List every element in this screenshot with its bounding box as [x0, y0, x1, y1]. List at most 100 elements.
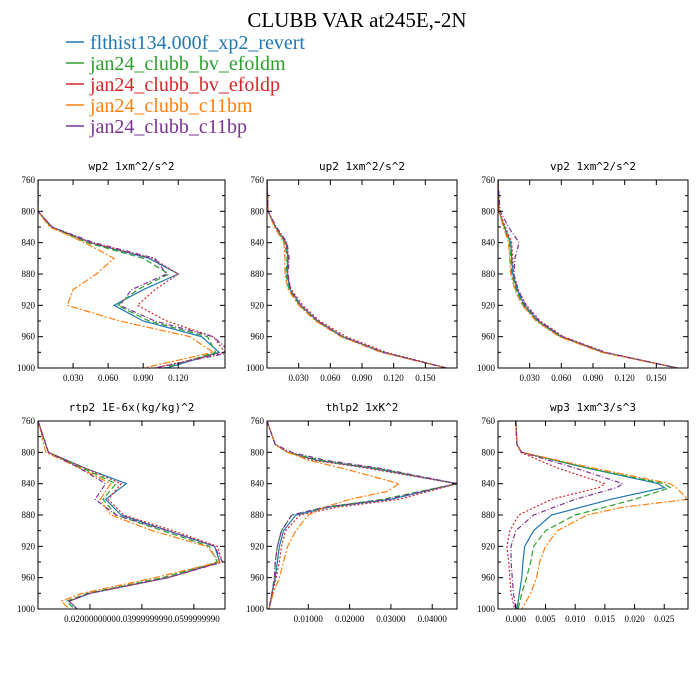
- series-group: [498, 180, 678, 368]
- x-tick-label: 0.04000: [418, 614, 448, 624]
- panel: wp3 1xm^3/s^3 760 800 840 880 920 960 1000 0.000…: [477, 401, 689, 624]
- x-tick-label: 0.03000: [376, 614, 406, 624]
- y-tick-label: 840: [22, 238, 36, 248]
- x-tick-label: 0.0399999999: [116, 614, 168, 624]
- legend-label: flthist134.000f_xp2_revert: [90, 32, 305, 54]
- x-tick-label: 0.005: [535, 614, 556, 624]
- panel-title: vp2 1xm^2/s^2: [550, 160, 636, 173]
- y-tick-label: 960: [482, 332, 496, 342]
- plot-frame: [37, 420, 226, 610]
- series-line: [515, 421, 688, 609]
- series-line: [38, 180, 225, 368]
- series-line: [510, 421, 625, 609]
- x-tick-label: 0.120: [168, 373, 189, 383]
- x-tick-label: 0.060: [98, 373, 119, 383]
- legend-item: jan24_clubb_c11bm: [66, 95, 253, 117]
- series-group: [267, 421, 457, 609]
- series-line: [267, 180, 447, 368]
- x-tick-label: 0.01000: [294, 614, 324, 624]
- series-line: [498, 180, 678, 368]
- y-tick-label: 880: [22, 510, 36, 520]
- x-tick-label: 0.030: [520, 373, 541, 383]
- series-line: [38, 421, 219, 609]
- legend-label: jan24_clubb_c11bm: [89, 95, 253, 117]
- series-line: [267, 421, 401, 609]
- y-tick-label: 920: [482, 541, 496, 551]
- plot-frame: [497, 179, 689, 369]
- panel-title: wp2 1xm^2/s^2: [88, 160, 174, 173]
- y-tick-label: 800: [22, 206, 36, 216]
- series-line: [267, 180, 447, 368]
- x-tick-label: 0.150: [646, 373, 667, 383]
- y-tick-label: 920: [22, 541, 36, 551]
- series-line: [38, 180, 225, 368]
- plot-frame: [497, 420, 689, 610]
- x-tick-label: 0.120: [615, 373, 636, 383]
- legend-label: jan24_clubb_bv_efoldm: [89, 53, 286, 75]
- y-tick-label: 920: [251, 300, 265, 310]
- series-line: [506, 421, 607, 609]
- x-tick-label: 0.150: [415, 373, 436, 383]
- y-tick-label: 1000: [17, 363, 36, 373]
- x-tick-label: 0.120: [384, 373, 405, 383]
- x-tick-label: 0.000: [506, 614, 527, 624]
- panel-title: wp3 1xm^3/s^3: [550, 401, 636, 414]
- y-tick-label: 880: [251, 510, 265, 520]
- series-line: [267, 421, 457, 609]
- x-tick-label: 0.0200000000: [64, 614, 116, 624]
- series-line: [267, 421, 457, 609]
- y-tick-label: 960: [22, 332, 36, 342]
- y-tick-label: 1000: [477, 604, 496, 614]
- series-line: [515, 421, 672, 609]
- series-line: [267, 180, 447, 368]
- x-tick-label: 0.020: [624, 614, 645, 624]
- y-tick-label: 840: [251, 479, 265, 489]
- series-line: [498, 180, 678, 368]
- series-line: [38, 180, 221, 368]
- series-line: [515, 421, 666, 609]
- x-tick-label: 0.060: [320, 373, 341, 383]
- legend: flthist134.000f_xp2_revert jan24_clubb_b…: [66, 32, 305, 138]
- x-tick-label: 0.090: [352, 373, 373, 383]
- x-tick-label: 0.02000: [335, 614, 365, 624]
- y-tick-label: 760: [251, 416, 265, 426]
- x-tick-label: 0.030: [289, 373, 310, 383]
- x-tick-label: 0.010: [565, 614, 586, 624]
- y-tick-label: 920: [482, 300, 496, 310]
- x-tick-label: 0.090: [133, 373, 154, 383]
- x-tick-label: 0.090: [583, 373, 604, 383]
- y-tick-label: 800: [251, 447, 265, 457]
- x-tick-label: 0.030: [63, 373, 84, 383]
- legend-label: jan24_clubb_c11bp: [89, 116, 247, 138]
- y-tick-label: 1000: [477, 363, 496, 373]
- x-tick-label: 0.060: [551, 373, 572, 383]
- y-tick-label: 840: [22, 479, 36, 489]
- y-tick-label: 880: [482, 269, 496, 279]
- y-tick-label: 760: [482, 416, 496, 426]
- x-tick-label: 0.0599999990: [168, 614, 220, 624]
- series-line: [498, 180, 678, 368]
- panel-title: thlp2 1xK^2: [326, 401, 399, 414]
- y-tick-label: 920: [251, 541, 265, 551]
- plot-frame: [37, 179, 226, 369]
- series-line: [38, 421, 224, 609]
- y-tick-label: 880: [251, 269, 265, 279]
- x-tick-label: 0.025: [654, 614, 675, 624]
- series-group: [267, 180, 447, 368]
- panel: up2 1xm^2/s^2 760 800 840 880 920 960 1000 0.030…: [246, 160, 458, 383]
- plot-frame: [266, 179, 458, 369]
- legend-label: jan24_clubb_bv_efoldp: [89, 74, 280, 96]
- y-tick-label: 960: [482, 573, 496, 583]
- panels: wp2 1xm^2/s^2 760 800 840 880 920 960 1000 0.030…: [17, 160, 689, 624]
- y-tick-label: 760: [22, 175, 36, 185]
- y-tick-label: 800: [482, 206, 496, 216]
- y-tick-label: 760: [251, 175, 265, 185]
- panel: rtp2 1E-6x(kg/kg)^2 760 800 840 880 920 960 100…: [17, 401, 226, 624]
- y-tick-label: 880: [482, 510, 496, 520]
- panel-title: rtp2 1E-6x(kg/kg)^2: [69, 401, 195, 414]
- series-line: [267, 180, 447, 368]
- series-line: [38, 180, 215, 368]
- y-tick-label: 960: [251, 332, 265, 342]
- legend-item: jan24_clubb_c11bp: [66, 116, 247, 138]
